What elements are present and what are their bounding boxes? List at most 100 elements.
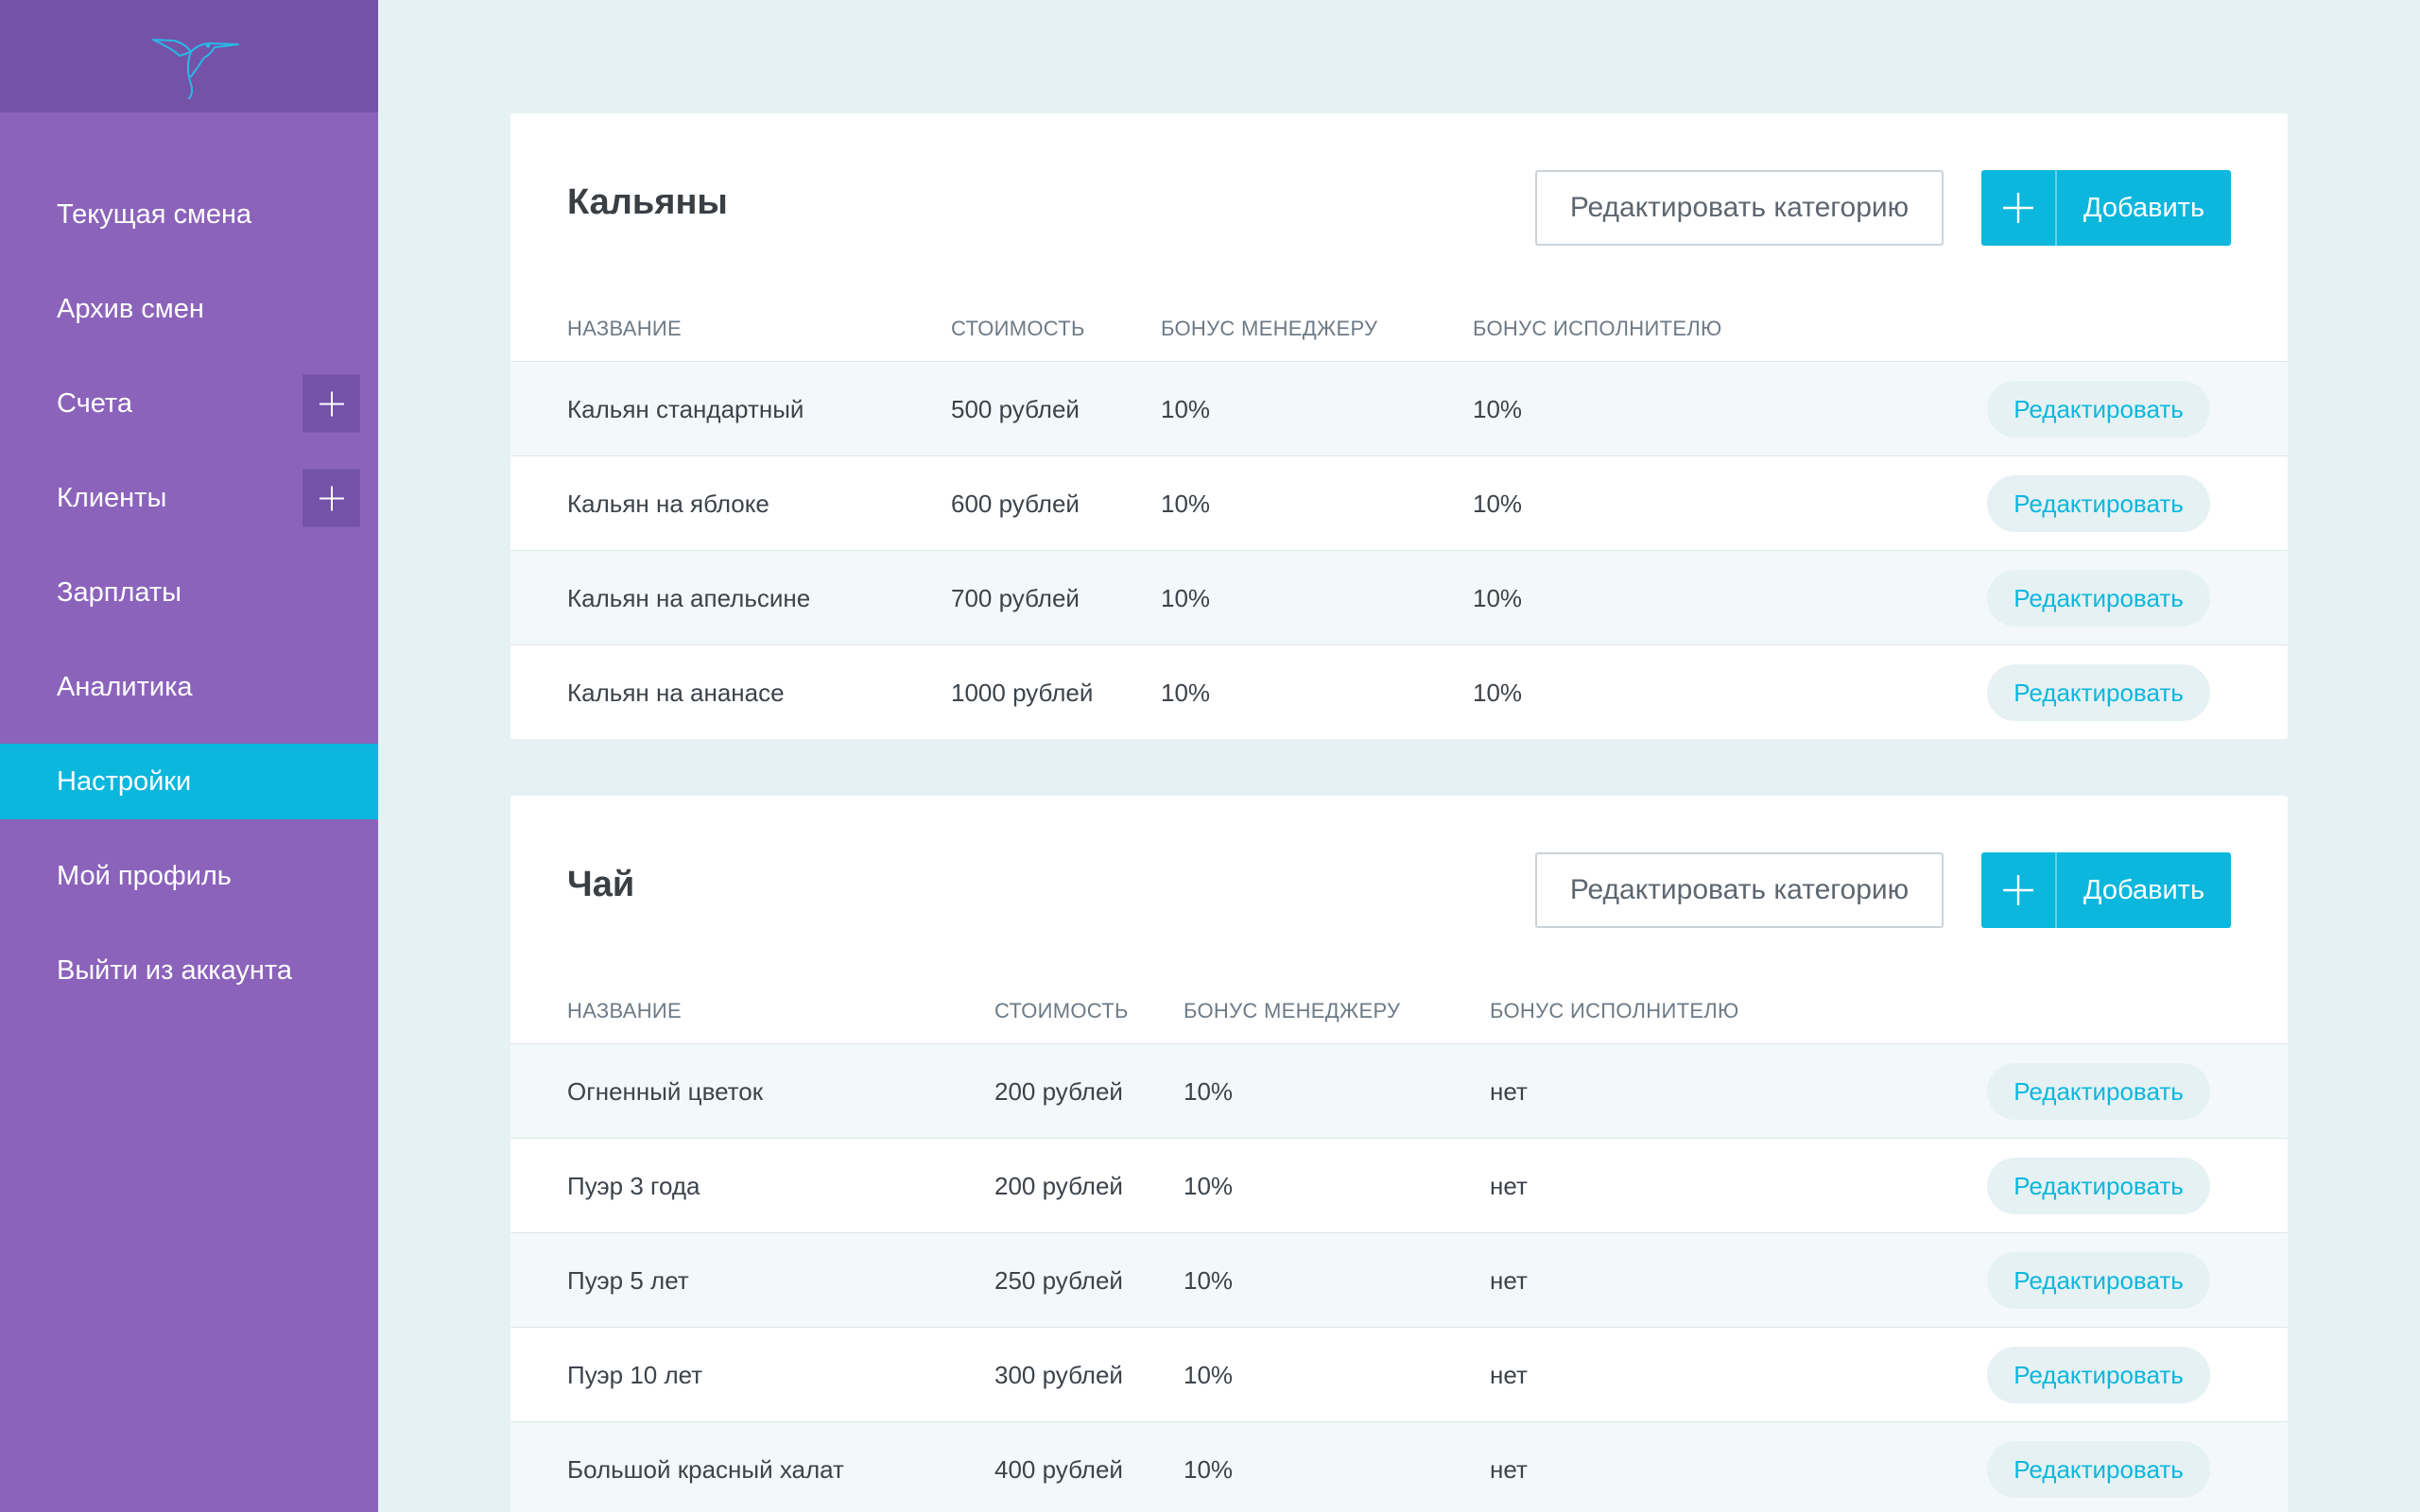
sidebar-item-logout[interactable]: Выйти из аккаунта [0,933,378,1008]
add-item-button[interactable]: Добавить [1981,852,2231,928]
item-price: 250 рублей [994,1265,1123,1295]
item-name: Пуэр 10 лет [567,1360,703,1389]
column-header-name: НАЗВАНИЕ [567,317,682,340]
table-row: Пуэр 3 года 200 рублей 10% нет Редактиро… [510,1138,2288,1232]
item-price: 400 рублей [994,1454,1123,1484]
item-name: Большой красный халат [567,1454,844,1484]
edit-item-button[interactable]: Редактировать [1987,1347,2210,1403]
item-manager-bonus: 10% [1184,1076,1234,1106]
edit-item-button[interactable]: Редактировать [1987,1063,2210,1120]
edit-item-button[interactable]: Редактировать [1987,381,2210,438]
sidebar-item-label: Клиенты [57,482,167,513]
item-performer-bonus: нет [1490,1171,1528,1200]
item-price: 700 рублей [951,583,1080,612]
item-name: Кальян на апельсине [567,583,811,612]
plus-icon [319,391,344,416]
sidebar-item-salaries[interactable]: Зарплаты [0,555,378,630]
table-row: Кальян на ананасе 1000 рублей 10% 10% Ре… [510,644,2288,739]
item-performer-bonus: нет [1490,1360,1528,1389]
plus-icon [1981,170,2057,246]
item-name: Огненный цветок [567,1076,764,1106]
item-name: Кальян на яблоке [567,489,769,518]
edit-item-button[interactable]: Редактировать [1987,664,2210,721]
add-item-button[interactable]: Добавить [1981,170,2231,246]
table-row: Большой красный халат 400 рублей 10% нет… [510,1421,2288,1512]
column-header-performer-bonus: БОНУС ИСПОЛНИТЕЛЮ [1490,999,1739,1022]
sidebar-item-label: Аналитика [57,671,193,702]
edit-item-button[interactable]: Редактировать [1987,1158,2210,1214]
item-name: Пуэр 3 года [567,1171,700,1200]
logo-bar [0,0,378,112]
sidebar-item-label: Архив смен [57,293,204,324]
add-account-button[interactable] [302,374,360,433]
category-card-hookahs: Кальяны Редактировать категорию Добавить… [510,113,2288,739]
item-performer-bonus: 10% [1473,489,1523,518]
item-manager-bonus: 10% [1161,394,1211,423]
edit-item-button[interactable]: Редактировать [1987,475,2210,532]
sidebar-item-label: Зарплаты [57,576,182,608]
sidebar-item-current-shift[interactable]: Текущая смена [0,177,378,252]
edit-item-button[interactable]: Редактировать [1987,570,2210,627]
column-header-manager-bonus: БОНУС МЕНЕДЖЕРУ [1184,999,1401,1022]
item-performer-bonus: 10% [1473,394,1523,423]
item-manager-bonus: 10% [1184,1265,1234,1295]
edit-item-button[interactable]: Редактировать [1987,1252,2210,1309]
plus-icon [1981,852,2057,928]
category-card-tea: Чай Редактировать категорию Добавить НАЗ… [510,796,2288,1512]
item-price: 600 рублей [951,489,1080,518]
add-item-label: Добавить [2083,874,2205,905]
column-header-performer-bonus: БОНУС ИСПОЛНИТЕЛЮ [1473,317,1722,340]
item-performer-bonus: 10% [1473,678,1523,707]
item-performer-bonus: нет [1490,1265,1528,1295]
category-title: Кальяны [567,182,728,222]
item-performer-bonus: 10% [1473,583,1523,612]
edit-category-button[interactable]: Редактировать категорию [1535,170,1944,246]
item-price: 300 рублей [994,1360,1123,1389]
table-row: Пуэр 5 лет 250 рублей 10% нет Редактиров… [510,1232,2288,1327]
plus-icon [319,486,344,510]
table-row: Кальян стандартный 500 рублей 10% 10% Ре… [510,361,2288,455]
table-row: Кальян на апельсине 700 рублей 10% 10% Р… [510,550,2288,644]
sidebar-item-shift-archive[interactable]: Архив смен [0,271,378,347]
item-name: Кальян стандартный [567,394,804,423]
add-item-label: Добавить [2083,192,2205,223]
item-performer-bonus: нет [1490,1076,1528,1106]
item-price: 500 рублей [951,394,1080,423]
table-row: Кальян на яблоке 600 рублей 10% 10% Реда… [510,455,2288,550]
sidebar: Текущая смена Архив смен Счета Клиенты З… [0,0,378,1512]
item-manager-bonus: 10% [1161,489,1211,518]
category-title: Чай [567,865,635,904]
item-manager-bonus: 10% [1184,1454,1234,1484]
column-header-price: СТОИМОСТЬ [994,999,1129,1022]
item-name: Пуэр 5 лет [567,1265,689,1295]
sidebar-item-analytics[interactable]: Аналитика [0,649,378,725]
table-row: Пуэр 10 лет 300 рублей 10% нет Редактиро… [510,1327,2288,1421]
sidebar-item-settings[interactable]: Настройки [0,744,378,819]
item-manager-bonus: 10% [1184,1360,1234,1389]
sidebar-item-clients[interactable]: Клиенты [0,460,378,536]
column-header-price: СТОИМОСТЬ [951,317,1085,340]
sidebar-item-label: Текущая смена [57,198,252,230]
sidebar-nav: Текущая смена Архив смен Счета Клиенты З… [0,177,378,1008]
sidebar-item-my-profile[interactable]: Мой профиль [0,838,378,914]
item-price: 200 рублей [994,1076,1123,1106]
sidebar-item-label: Настройки [57,765,192,797]
item-manager-bonus: 10% [1161,583,1211,612]
edit-category-button[interactable]: Редактировать категорию [1535,852,1944,928]
item-price: 200 рублей [994,1171,1123,1200]
item-manager-bonus: 10% [1184,1171,1234,1200]
hummingbird-logo-icon[interactable] [132,14,246,99]
item-name: Кальян на ананасе [567,678,785,707]
sidebar-item-label: Счета [57,387,132,419]
column-header-name: НАЗВАНИЕ [567,999,682,1022]
add-client-button[interactable] [302,469,360,527]
sidebar-item-label: Мой профиль [57,860,232,891]
column-header-manager-bonus: БОНУС МЕНЕДЖЕРУ [1161,317,1378,340]
item-manager-bonus: 10% [1161,678,1211,707]
sidebar-item-accounts[interactable]: Счета [0,366,378,441]
item-price: 1000 рублей [951,678,1094,707]
edit-item-button[interactable]: Редактировать [1987,1441,2210,1498]
item-performer-bonus: нет [1490,1454,1528,1484]
sidebar-item-label: Выйти из аккаунта [57,954,293,986]
table-row: Огненный цветок 200 рублей 10% нет Редак… [510,1043,2288,1138]
